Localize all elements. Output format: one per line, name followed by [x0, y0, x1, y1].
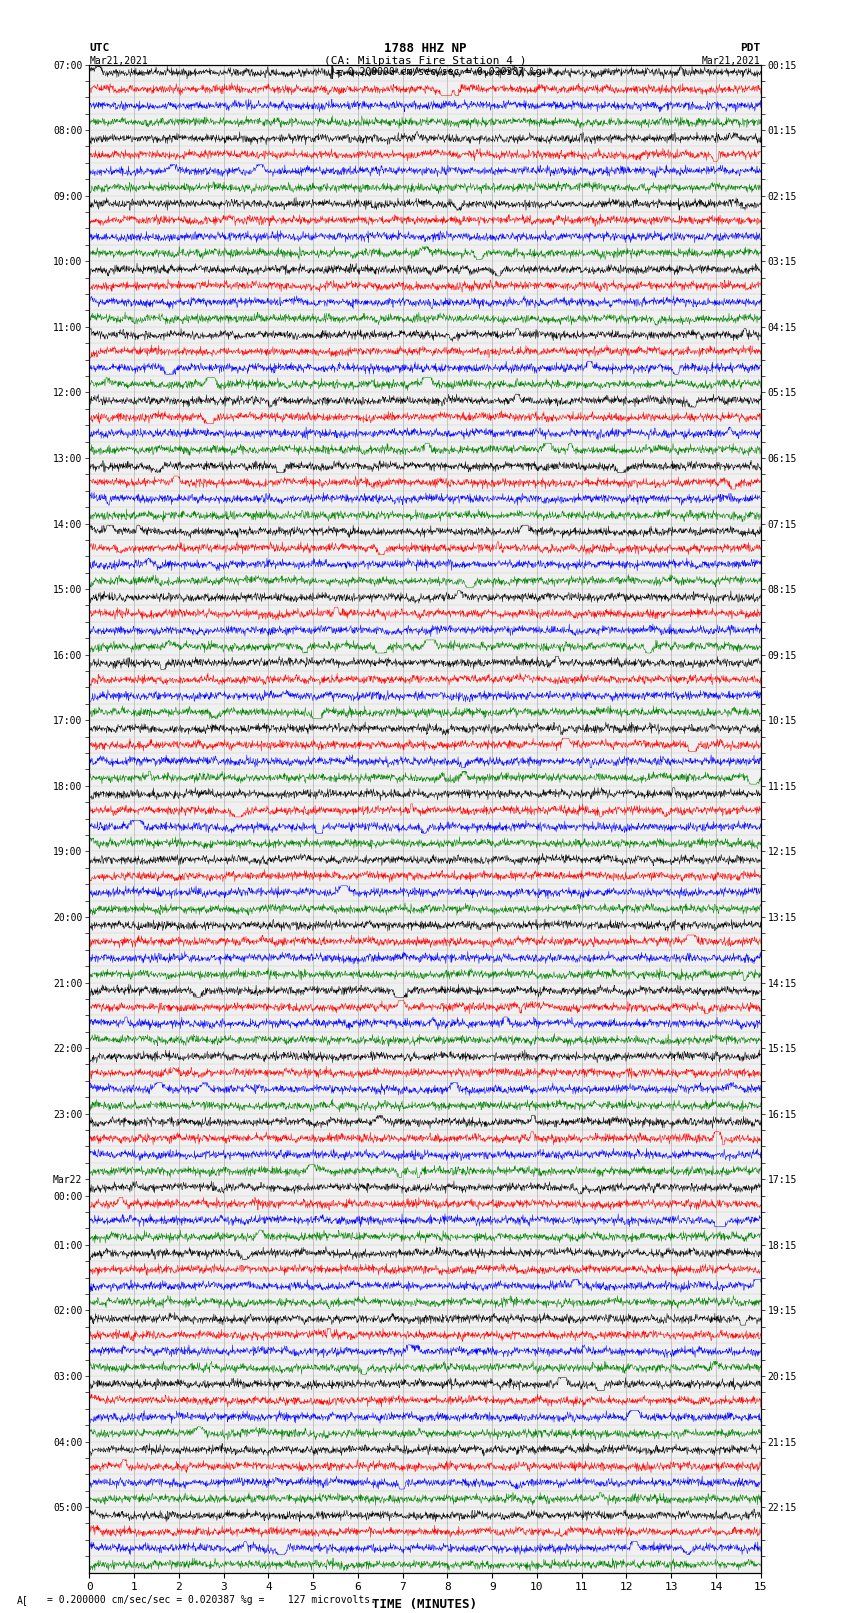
Text: Mar21,2021: Mar21,2021 [89, 56, 148, 66]
Text: Mar21,2021: Mar21,2021 [702, 56, 761, 66]
Text: A[: A[ [17, 1595, 29, 1605]
Text: (CA: Milpitas Fire Station 4 ): (CA: Milpitas Fire Station 4 ) [324, 56, 526, 66]
Text: 1788 HHZ NP: 1788 HHZ NP [383, 42, 467, 55]
Text: PDT: PDT [740, 44, 761, 53]
Text: |: | [327, 65, 336, 79]
Text: = 0.200000 cm/sec/sec = 0.020387 %g: = 0.200000 cm/sec/sec = 0.020387 %g [336, 66, 541, 77]
Text: UTC: UTC [89, 44, 110, 53]
Text: = 0.200000 cm/sec/sec = 0.020387 %g =    127 microvolts.: = 0.200000 cm/sec/sec = 0.020387 %g = 12… [47, 1595, 376, 1605]
X-axis label: TIME (MINUTES): TIME (MINUTES) [372, 1598, 478, 1611]
